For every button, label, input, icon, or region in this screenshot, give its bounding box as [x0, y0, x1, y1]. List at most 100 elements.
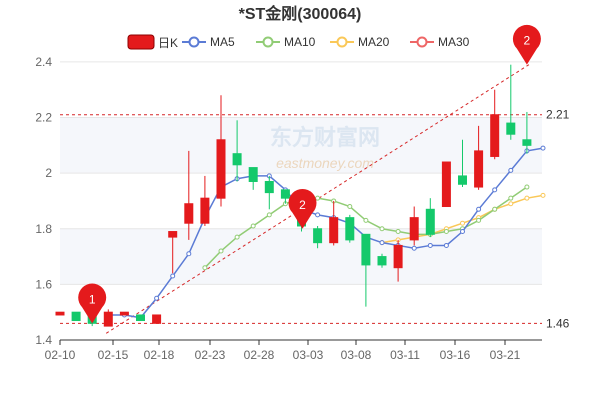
ma5-line-point: [170, 273, 176, 279]
ma10-line-point: [234, 234, 240, 240]
candlestick: [136, 314, 145, 322]
ma20-line-point: [540, 192, 546, 198]
x-tick-label: 02-15: [98, 348, 129, 362]
ma10-line-point: [250, 223, 256, 229]
marker-pin-label: 2: [524, 34, 531, 48]
marker-pin-label: 2: [299, 198, 306, 212]
ma10-line-point: [218, 248, 224, 254]
watermark: 东方财富网 eastmoney.com: [270, 125, 380, 171]
candlestick: [345, 214, 355, 243]
marker-pin: 1: [78, 283, 107, 324]
candlestick: [71, 311, 81, 322]
ma10-line-point: [524, 184, 530, 190]
ma10-line-point: [476, 217, 482, 223]
candle-body: [119, 311, 129, 316]
candle-body: [71, 311, 81, 322]
candlestick: [184, 150, 194, 240]
y-tick-label: 1.8: [35, 222, 52, 236]
candle-body: [409, 217, 419, 241]
legend-item-ma30[interactable]: MA30: [410, 35, 470, 49]
y-tick-label: 2.2: [35, 111, 52, 125]
candle-body: [152, 314, 162, 324]
legend-dot-icon: [336, 36, 348, 48]
legend-dot-icon: [262, 36, 274, 48]
candle-body: [425, 208, 435, 235]
marker-pin: 2: [288, 188, 317, 229]
ma10-line-point: [492, 206, 498, 212]
candle-body: [216, 139, 226, 199]
legend-item-ma10[interactable]: MA10: [256, 35, 316, 49]
candlestick: [377, 253, 387, 268]
ma5-line-point: [154, 295, 160, 301]
candle-body: [55, 311, 65, 316]
y-tick-label: 1.4: [35, 333, 52, 347]
legend-item-ma5[interactable]: MA5: [182, 35, 235, 49]
legend-candle-icon: [127, 34, 155, 50]
ma5-line: [108, 147, 544, 319]
candle-body: [506, 122, 516, 135]
candlestick: [232, 120, 242, 182]
candle-body: [136, 314, 145, 322]
candle-body: [474, 150, 484, 188]
candlestick: [506, 64, 516, 140]
candle-body: [280, 189, 290, 199]
legend-label: MA20: [358, 35, 390, 49]
candlestick: [216, 95, 226, 207]
ma20-line-point: [460, 220, 465, 226]
candlestick: [313, 225, 323, 249]
x-tick-label: 03-21: [490, 348, 521, 362]
candle-body: [345, 217, 355, 241]
candlestick: [361, 233, 371, 307]
candle-body: [168, 231, 178, 238]
y-tick-label: 1.6: [35, 277, 52, 291]
ma5-line-point: [492, 187, 498, 193]
legend-item-日k[interactable]: 日K: [127, 34, 178, 50]
marker-pin-label: 1: [89, 292, 96, 306]
candle-body: [490, 114, 500, 157]
candlestick: [103, 309, 113, 327]
candlestick: [393, 239, 403, 282]
candle-body: [313, 228, 323, 244]
x-tick-label: 03-16: [440, 348, 471, 362]
ma10-line-point: [266, 212, 272, 218]
candlestick: [474, 125, 484, 190]
candlestick: [441, 161, 451, 208]
candle-body: [377, 256, 387, 266]
x-tick-label: 02-10: [45, 348, 76, 362]
x-tick-label: 03-08: [341, 348, 372, 362]
ma10-line-point: [379, 226, 385, 232]
x-tick-label: 02-18: [144, 348, 175, 362]
ma5-line-point: [443, 242, 449, 248]
candlestick: [522, 111, 532, 154]
x-tick-label: 03-11: [390, 348, 420, 362]
ma5-line-point: [508, 167, 514, 173]
candlestick: [152, 314, 162, 324]
marker-pin: 2: [512, 24, 541, 65]
ma20-line-point: [508, 201, 514, 207]
ma5-line-point: [186, 251, 192, 257]
ma10-line-point: [508, 195, 514, 201]
reference-line-label: 1.46: [546, 316, 570, 330]
ma5-line-point: [476, 206, 482, 212]
ma10-line-point: [315, 195, 321, 201]
marker-pin-shape: [78, 283, 107, 324]
legend-label: MA5: [210, 35, 235, 49]
candlestick: [119, 311, 129, 316]
ma10-line-point: [347, 204, 353, 210]
legend-dot-icon: [416, 36, 428, 48]
candle-body: [248, 167, 258, 182]
legend-dot-icon: [188, 36, 200, 48]
candlestick: [409, 206, 419, 246]
ma5-line-point: [315, 212, 321, 218]
candle-body: [184, 203, 194, 224]
grid-band: [60, 228, 542, 285]
candle-body: [232, 153, 242, 166]
legend-item-ma20[interactable]: MA20: [330, 35, 390, 49]
marker-pin-shape: [288, 188, 317, 229]
candle-body: [522, 139, 532, 146]
legend-label: MA10: [284, 35, 316, 49]
grid-band: [60, 117, 542, 174]
ma5-line-point: [540, 145, 546, 151]
ma10-line-point: [395, 229, 401, 235]
